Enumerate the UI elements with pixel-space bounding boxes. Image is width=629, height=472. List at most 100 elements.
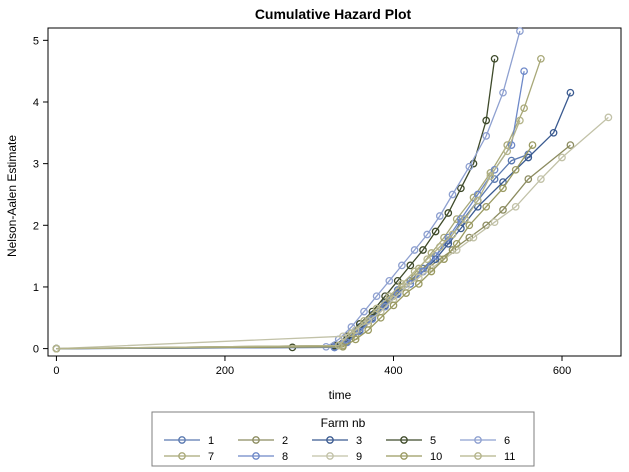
data-point	[558, 153, 566, 162]
legend-item-farm-7: 7	[164, 451, 214, 463]
series-line	[56, 71, 525, 350]
data-point	[549, 128, 558, 137]
legend-swatch-marker	[400, 452, 408, 460]
data-point	[368, 315, 377, 323]
y-axis: 0 1 2 3 4 5	[33, 35, 48, 356]
legend-item-farm-3: 3	[312, 435, 362, 447]
legend-label: 11	[504, 451, 515, 463]
data-point	[427, 267, 436, 276]
data-point	[511, 165, 520, 174]
y-tick-label: 5	[33, 35, 39, 47]
legend-item-farm-6: 6	[460, 435, 510, 447]
data-point	[537, 54, 545, 63]
data-point	[499, 184, 507, 193]
data-point	[334, 341, 343, 350]
data-point	[461, 215, 469, 223]
data-point	[448, 190, 457, 199]
data-point	[465, 221, 474, 230]
data-point	[419, 246, 427, 254]
series-farm-3	[52, 88, 575, 353]
data-point	[423, 255, 432, 264]
legend-label: 5	[430, 435, 436, 447]
legend-label: 2	[282, 435, 288, 447]
y-axis-label: Nelson-Aalen Estimate	[5, 135, 19, 257]
data-point	[406, 261, 415, 270]
series-line	[56, 58, 496, 350]
data-point	[482, 202, 491, 211]
legend-swatch-marker	[252, 452, 260, 460]
data-point	[376, 313, 385, 322]
data-point	[482, 132, 491, 140]
data-point	[435, 243, 444, 251]
legend-label: 3	[356, 435, 362, 447]
data-point	[355, 327, 364, 336]
data-point	[537, 175, 545, 183]
series-line	[56, 144, 534, 350]
data-point	[516, 27, 524, 35]
series-layer	[52, 27, 613, 353]
data-point	[372, 292, 381, 301]
legend-item-farm-10: 10	[386, 451, 442, 463]
legend-label: 10	[430, 451, 442, 463]
data-point	[452, 239, 461, 248]
x-axis: 0 200 400 600	[53, 356, 571, 377]
data-point	[347, 329, 356, 338]
plot-frame	[47, 27, 622, 357]
data-point	[339, 332, 347, 341]
x-axis-label: time	[329, 388, 352, 402]
series-line	[56, 30, 521, 350]
data-point	[566, 141, 575, 149]
series-farm-8	[52, 67, 528, 353]
x-tick-label: 200	[216, 365, 234, 377]
data-point	[381, 302, 389, 311]
series-line	[56, 120, 521, 350]
data-point	[423, 230, 432, 239]
data-point	[448, 230, 457, 239]
legend-swatch-marker	[400, 436, 408, 444]
legend-label: 6	[504, 435, 510, 447]
series-farm-6	[52, 27, 524, 353]
data-point	[351, 335, 360, 344]
data-point	[490, 218, 499, 227]
data-point	[516, 116, 524, 125]
data-point	[435, 212, 444, 220]
data-point	[385, 276, 394, 285]
series-line	[56, 153, 529, 350]
series-farm-9	[52, 113, 613, 353]
x-tick-label: 600	[553, 365, 571, 377]
series-farm-5	[52, 54, 499, 353]
data-point	[52, 344, 61, 353]
legend-swatch-marker	[178, 436, 186, 444]
data-point	[507, 156, 516, 165]
data-point	[431, 252, 440, 260]
data-point	[410, 267, 419, 276]
data-point	[360, 307, 368, 316]
data-point	[360, 317, 368, 325]
data-point	[414, 280, 423, 288]
legend-swatch-marker	[474, 436, 482, 444]
data-point	[524, 175, 533, 183]
series-line	[56, 58, 542, 350]
data-point	[372, 304, 381, 313]
data-point	[486, 172, 495, 180]
data-point	[444, 209, 453, 217]
data-point	[499, 206, 507, 214]
data-point	[524, 153, 533, 162]
chart-title: Cumulative Hazard Plot	[255, 6, 412, 22]
data-point	[473, 196, 482, 205]
data-point	[520, 104, 528, 113]
series-farm-11	[52, 116, 524, 353]
legend-label: 8	[282, 451, 288, 463]
data-point	[364, 326, 373, 334]
data-point	[499, 88, 507, 97]
legend-swatch-marker	[178, 452, 186, 460]
series-farm-10	[52, 141, 537, 353]
legend-swatch-marker	[326, 436, 334, 444]
data-point	[393, 290, 402, 299]
data-point	[457, 184, 465, 193]
legend-title: Farm nb	[321, 416, 366, 430]
data-point	[452, 215, 461, 223]
data-point	[410, 246, 419, 254]
series-line	[56, 92, 571, 350]
